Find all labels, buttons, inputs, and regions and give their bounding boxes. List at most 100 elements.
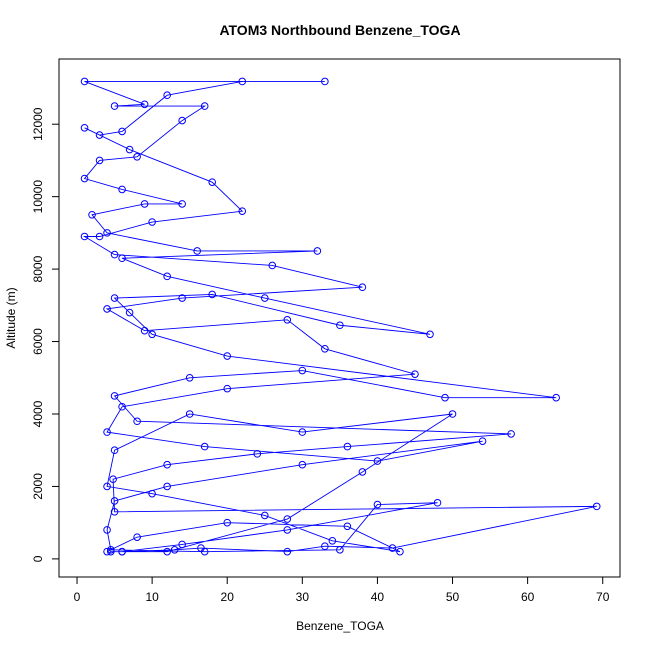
data-point [95, 232, 104, 241]
data-point [336, 321, 344, 330]
data-point [103, 547, 111, 556]
data-point [185, 373, 194, 382]
data-point [118, 254, 126, 263]
data-point [103, 428, 111, 436]
x-tick-label: 40 [371, 590, 385, 604]
data-point [163, 91, 171, 100]
y-tick-label: 12000 [31, 107, 45, 141]
data-point [321, 77, 329, 86]
data-point [178, 540, 186, 549]
data-point [193, 247, 201, 255]
y-tick-label: 6000 [31, 328, 45, 355]
data-point [328, 536, 337, 545]
data-point [178, 116, 186, 125]
data-point [140, 100, 149, 109]
x-tick-label: 60 [521, 590, 535, 604]
data-point [148, 489, 156, 498]
data-point [185, 410, 194, 418]
data-point [118, 547, 126, 556]
data-point [103, 526, 111, 534]
data-point [208, 290, 217, 299]
data-point [170, 546, 179, 554]
data-point [95, 156, 104, 165]
data-point [283, 526, 292, 534]
plot-frame [58, 58, 621, 578]
data-point [507, 430, 515, 438]
y-tick-label: 10000 [31, 180, 45, 214]
data-point [552, 393, 560, 402]
data-point [358, 283, 367, 292]
data-point [125, 145, 134, 154]
data-point [283, 316, 292, 324]
data-point [298, 366, 307, 375]
data-point [107, 546, 115, 554]
data-point [118, 127, 126, 136]
data-point [411, 370, 419, 378]
data-point [110, 294, 119, 302]
data-point [118, 185, 126, 194]
data-point [283, 515, 292, 523]
data-point [426, 330, 434, 339]
y-tick-label: 0 [31, 555, 45, 562]
data-line [82, 81, 597, 553]
data-point [88, 210, 96, 219]
x-tick-label: 30 [296, 590, 310, 604]
data-point [80, 77, 89, 86]
data-point [592, 502, 601, 511]
data-point [118, 402, 126, 411]
data-point [163, 272, 171, 281]
data-point [260, 294, 269, 302]
data-point [133, 153, 141, 161]
data-point [283, 547, 292, 556]
data-point [343, 442, 352, 451]
data-point [103, 482, 111, 491]
data-point [358, 468, 367, 476]
data-point [223, 352, 232, 360]
data-point [133, 417, 141, 426]
data-point [223, 518, 232, 527]
data-point [321, 344, 329, 353]
data-point [253, 450, 262, 458]
x-axis-label: Benzene_TOGA [296, 619, 384, 633]
y-axis-label: Altitude (m) [4, 287, 18, 348]
data-point [478, 437, 487, 445]
data-point [268, 261, 277, 270]
data-point [103, 229, 111, 237]
data-point [110, 250, 119, 259]
data-point [148, 218, 156, 226]
data-point [238, 77, 247, 86]
x-tick-label: 0 [74, 590, 81, 604]
y-tick-label: 4000 [31, 400, 45, 427]
data-point [313, 247, 322, 255]
data-point [433, 498, 442, 507]
data-point [373, 457, 382, 465]
data-point [163, 547, 171, 556]
data-point [373, 500, 382, 509]
data-point [223, 384, 232, 393]
data-point [336, 546, 344, 554]
data-point [110, 497, 119, 505]
data-point [448, 410, 457, 418]
data-point [110, 102, 119, 110]
data-point [109, 475, 117, 483]
data-point [208, 178, 217, 186]
data-point [80, 232, 89, 241]
y-tick-label: 8000 [31, 255, 45, 282]
data-point [148, 330, 156, 339]
data-point [388, 544, 397, 552]
data-point [178, 294, 186, 302]
data-point [110, 392, 119, 400]
data-point [103, 305, 111, 313]
data-point [110, 507, 119, 516]
data-point [125, 308, 134, 317]
data-point [80, 174, 89, 183]
data-point [396, 547, 404, 556]
data-point [200, 547, 209, 556]
data-point [321, 542, 329, 551]
data-point [238, 207, 247, 215]
data-point [200, 442, 209, 451]
data-point [163, 460, 171, 469]
data-point [441, 393, 449, 402]
